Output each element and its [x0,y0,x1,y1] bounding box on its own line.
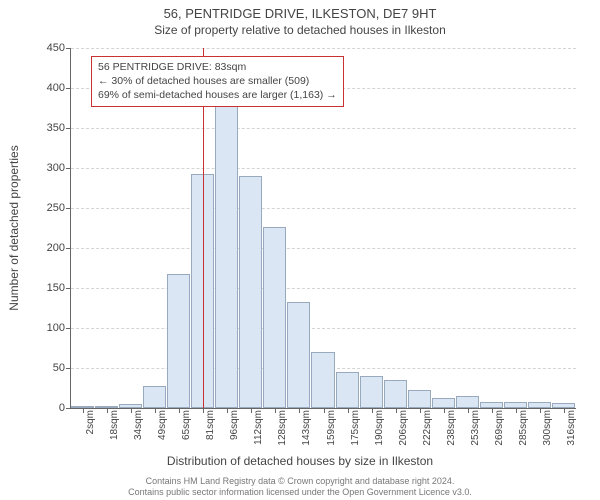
histogram-bar [408,390,431,408]
xtick-mark [372,408,373,413]
xtick-label: 253sqm [470,410,481,446]
histogram-bar [360,376,383,408]
chart-container: 56, PENTRIDGE DRIVE, ILKESTON, DE7 9HT S… [0,0,600,500]
ytick-label: 300 [35,162,71,174]
ytick-label: 250 [35,202,71,214]
xtick-label: 159sqm [326,410,337,446]
gridline [71,48,576,49]
xtick-label: 18sqm [109,410,120,440]
xtick-mark [131,408,132,413]
histogram-bar [215,102,238,408]
ytick-label: 100 [35,322,71,334]
gridline [71,288,576,289]
gridline [71,248,576,249]
histogram-bar [167,274,190,408]
ytick-label: 450 [35,42,71,54]
annotation-box: 56 PENTRIDGE DRIVE: 83sqm← 30% of detach… [91,56,344,107]
chart-title: 56, PENTRIDGE DRIVE, ILKESTON, DE7 9HT [0,0,600,23]
ytick-label: 400 [35,82,71,94]
xtick-mark [348,408,349,413]
xtick-mark [492,408,493,413]
y-axis-label: Number of detached properties [7,145,21,310]
xtick-label: 316sqm [566,410,577,446]
histogram-bar [432,398,455,408]
xtick-label: 285sqm [518,410,529,446]
x-axis-label: Distribution of detached houses by size … [0,454,600,468]
xtick-mark [444,408,445,413]
xtick-mark [155,408,156,413]
ytick-label: 0 [35,402,71,414]
plot-area: 0501001502002503003504004502sqm18sqm34sq… [70,48,576,409]
xtick-label: 269sqm [494,410,505,446]
xtick-mark [83,408,84,413]
histogram-bar [336,372,359,408]
histogram-bar [287,302,310,408]
histogram-bar [311,352,334,408]
annotation-line: ← 30% of detached houses are smaller (50… [98,74,337,88]
xtick-label: 65sqm [181,410,192,440]
xtick-label: 175sqm [350,410,361,446]
xtick-mark [396,408,397,413]
xtick-label: 300sqm [542,410,553,446]
xtick-mark [107,408,108,413]
xtick-label: 238sqm [446,410,457,446]
histogram-bar [384,380,407,408]
xtick-mark [324,408,325,413]
footer-line-2: Contains public sector information licen… [0,487,600,498]
xtick-label: 222sqm [422,410,433,446]
xtick-label: 112sqm [253,410,264,445]
ytick-label: 350 [35,122,71,134]
gridline [71,128,576,129]
gridline [71,168,576,169]
histogram-bar [143,386,166,408]
chart-subtitle: Size of property relative to detached ho… [0,23,600,37]
xtick-label: 96sqm [229,410,240,440]
xtick-label: 2sqm [85,410,96,434]
xtick-label: 81sqm [205,410,216,440]
xtick-label: 49sqm [157,410,168,440]
gridline [71,328,576,329]
xtick-mark [468,408,469,413]
ytick-label: 200 [35,242,71,254]
xtick-mark [540,408,541,413]
xtick-label: 34sqm [133,410,144,440]
histogram-bar [456,396,479,408]
ytick-label: 50 [35,362,71,374]
annotation-line: 69% of semi-detached houses are larger (… [98,88,337,102]
footer-attribution: Contains HM Land Registry data © Crown c… [0,476,600,499]
xtick-label: 128sqm [277,410,288,446]
xtick-label: 143sqm [301,410,312,446]
histogram-bar [239,176,262,408]
xtick-label: 190sqm [374,410,385,446]
ytick-label: 150 [35,282,71,294]
annotation-line: 56 PENTRIDGE DRIVE: 83sqm [98,60,337,74]
xtick-label: 206sqm [398,410,409,446]
histogram-bar [263,227,286,408]
gridline [71,208,576,209]
xtick-mark [564,408,565,413]
footer-line-1: Contains HM Land Registry data © Crown c… [0,476,600,487]
xtick-mark [516,408,517,413]
xtick-mark [420,408,421,413]
